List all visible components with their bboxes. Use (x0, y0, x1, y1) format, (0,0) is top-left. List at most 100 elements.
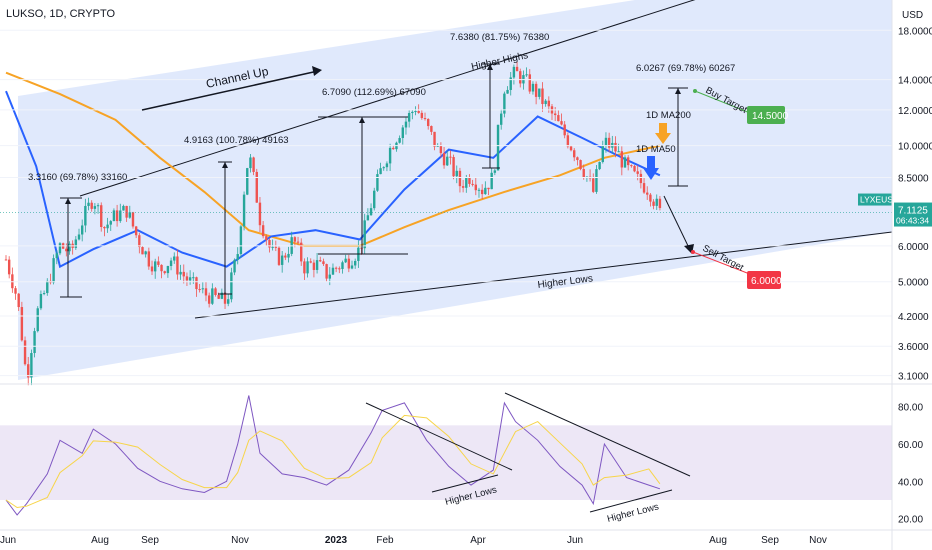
candle-body (322, 261, 325, 265)
candle-body (642, 183, 646, 193)
candle-body (592, 178, 595, 192)
measure-5-label: 6.0267 (69.78%) 60267 (636, 63, 735, 74)
candle-body (27, 364, 30, 378)
price-tick-label: 5.0000 (898, 278, 929, 289)
candle-body (347, 258, 351, 269)
candle-body (557, 115, 560, 122)
candle-body (500, 113, 503, 125)
price-tick-label: 6.0000 (898, 242, 929, 253)
candle-body (65, 248, 68, 252)
candle-body (30, 353, 33, 378)
rsi-tick-label: 20.00 (898, 515, 923, 526)
candle-body (153, 261, 157, 272)
candle-body (617, 151, 620, 153)
currency-label[interactable]: USD (902, 10, 924, 21)
candle-body (157, 261, 160, 265)
candle-body (103, 226, 106, 229)
candle-body (227, 299, 230, 304)
candle-body (192, 277, 195, 279)
candle-body (296, 241, 300, 243)
candle-body (163, 271, 166, 274)
measure-4-head (487, 64, 493, 70)
candle-body (17, 293, 20, 308)
candle-body (268, 240, 271, 248)
candle-body (392, 147, 395, 150)
symbol-badge-label: LYXEUSD (860, 195, 899, 205)
candle-body (436, 145, 439, 147)
candle-body (338, 268, 341, 270)
candle-body (306, 261, 309, 274)
channel-upper-line (79, 0, 696, 197)
candle-body (626, 157, 630, 166)
candle-body (388, 147, 392, 164)
candle-body (655, 198, 658, 206)
candle-body (363, 220, 366, 249)
candle-body (344, 258, 347, 263)
candle-body (87, 202, 90, 206)
candle-body (33, 331, 36, 354)
candle-body (652, 201, 655, 206)
rsi-line (5, 395, 661, 516)
time-tick-label: Nov (809, 535, 827, 546)
candle-body (106, 224, 109, 229)
candle-body (430, 126, 433, 132)
rsi-trend-1-upper (365, 402, 513, 471)
candle-body (261, 225, 265, 237)
candle-body (423, 118, 427, 120)
last-price-badge (894, 202, 932, 227)
measure-2-label: 4.9163 (100.78%) 49163 (184, 135, 289, 146)
candle-body (433, 131, 436, 147)
candle-body (614, 142, 617, 152)
candle-body (173, 256, 176, 261)
candle-body (315, 260, 319, 270)
candle-body (141, 247, 144, 255)
candle-body (582, 169, 585, 178)
rsi-tick-label: 60.00 (898, 440, 923, 451)
candle-body (300, 242, 303, 262)
rsi-pane (0, 395, 892, 516)
candle-body (506, 89, 509, 94)
candle-body (115, 210, 119, 222)
candle-body (169, 260, 173, 266)
sell-target-badge (747, 271, 781, 289)
candle-body (515, 66, 519, 72)
candle-body (350, 265, 354, 269)
candle-body (563, 124, 566, 136)
rsi-tick-label: 40.00 (898, 477, 923, 488)
candle-body (487, 187, 490, 190)
candle-body (601, 145, 604, 163)
candle-body (595, 169, 598, 192)
last-price-label: 7.1125 (898, 206, 928, 217)
channel-band (18, 0, 892, 380)
candle-body (188, 277, 192, 281)
candle-body (255, 171, 258, 203)
candle-body (134, 226, 138, 236)
channel-up-arrowhead (312, 66, 322, 76)
candle-body (509, 77, 512, 90)
price-tick-label: 12.0000 (898, 106, 932, 117)
candle-body (649, 194, 652, 202)
candle-body (646, 192, 649, 195)
candle-body (109, 221, 112, 225)
candle-body (147, 251, 151, 267)
candle-body (125, 205, 128, 218)
candle-body (90, 202, 93, 209)
candle-body (112, 210, 116, 222)
candle-body (560, 121, 563, 125)
candle-body (58, 243, 62, 254)
candle-body (598, 162, 601, 170)
candle-body (465, 177, 468, 188)
candle-body (553, 113, 557, 116)
price-pane (0, 0, 893, 386)
time-tick-label: Sep (761, 535, 779, 546)
time-tick-label: Jun (567, 535, 583, 546)
candle-body (576, 157, 579, 161)
candle-body (93, 206, 97, 209)
candle-body (512, 66, 516, 78)
candle-body (80, 225, 84, 235)
candle-body (547, 100, 551, 107)
candle-body (468, 177, 471, 184)
candle-body (633, 166, 636, 172)
candle-body (39, 294, 43, 309)
